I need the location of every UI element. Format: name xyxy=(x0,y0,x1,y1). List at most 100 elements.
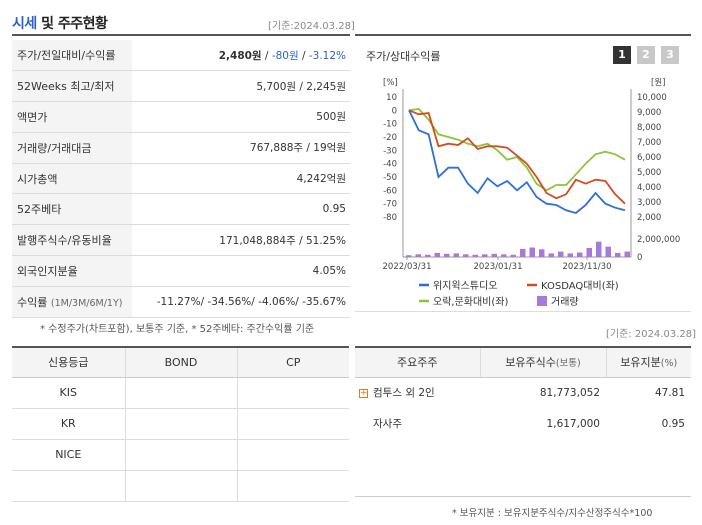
cp-rating xyxy=(237,377,349,409)
chart-title: 주가/상대수익률 xyxy=(366,50,441,63)
expand-icon[interactable]: + xyxy=(359,387,368,398)
footnote-2: * 보유지분 : 보유지분주식수/지수산정주식수*100 xyxy=(452,508,653,519)
quote-value: 171,048,884주 / 51.25% xyxy=(132,224,350,257)
volume-bar xyxy=(510,254,516,257)
quote-row: 수익률 (1M/3M/6M/1Y) -11.27%/ -34.56%/ -4.0… xyxy=(12,286,350,318)
credit-header: 신용등급 xyxy=(12,346,126,378)
credit-agency: NICE xyxy=(12,439,126,472)
volume-bar xyxy=(596,241,602,257)
volume-bar xyxy=(453,253,459,257)
holders-header: 보유주식수(보통) xyxy=(480,346,607,378)
volume-bar xyxy=(586,248,592,257)
y-tick-label: -80 xyxy=(383,213,397,223)
quote-label: 거래량/거래대금 xyxy=(12,132,132,164)
y-tick-label: -10 xyxy=(383,120,397,130)
volume-bar xyxy=(501,254,507,257)
table-row: KR xyxy=(12,408,349,440)
left-axis-unit: [%] xyxy=(383,78,398,88)
price-rate: -3.12% xyxy=(308,49,346,62)
credit-agency: KIS xyxy=(12,377,126,409)
volume-bar xyxy=(605,246,611,257)
cp-rating xyxy=(237,439,349,472)
quote-value: 5,700원 / 2,245원 xyxy=(132,70,350,103)
volume-bar xyxy=(624,251,630,257)
bond-rating xyxy=(125,470,238,503)
quote-row: 거래량/거래대금 767,888주 / 19억원 xyxy=(12,132,350,164)
y-tick-label: 0 xyxy=(392,106,397,116)
volume-bar xyxy=(463,254,469,257)
credit-agency xyxy=(12,470,126,503)
right-axis-unit: [원] xyxy=(651,78,665,88)
volume-bar xyxy=(434,252,440,257)
volume-bar xyxy=(472,254,478,257)
volume-bar xyxy=(482,254,488,257)
volume-bar xyxy=(577,252,583,257)
quote-label: 52Weeks 최고/최저 xyxy=(12,70,132,103)
table-row: NICE xyxy=(12,439,349,472)
quote-row: 발행주식수/유동비율 171,048,884주 / 51.25% xyxy=(12,224,350,257)
y2-tick-label: 7,000 xyxy=(637,138,661,148)
price-change: -80원 xyxy=(271,49,299,62)
volume-bar xyxy=(520,248,526,257)
quote-row: 외국인지분율 4.05% xyxy=(12,255,350,287)
quote-table: 주가/전일대비/수익률 2,480원 / -80원 / -3.12% 52Wee… xyxy=(12,40,350,318)
holder-name: + 컴투스 외 2인 xyxy=(359,387,435,400)
cp-rating xyxy=(237,408,349,440)
y2-tick-label: 10,000 xyxy=(637,93,667,103)
chart-tab-1[interactable]: 1 xyxy=(613,46,631,64)
chart-panel: 주가/상대수익률 1 2 3 [%] [원] 10 0 -10 -20 -30 -40 -50 -… xyxy=(355,34,691,312)
quote-label: 발행주식수/유동비율 xyxy=(12,224,132,257)
y2-tick-label: 2,000 xyxy=(637,213,661,223)
y-tick-label: -20 xyxy=(383,133,397,143)
base-date-2: [기준: 2024.03.28] xyxy=(606,329,697,340)
chart-tab-2[interactable]: 2 xyxy=(637,46,655,64)
base-date: [기준:2024.03.28] xyxy=(268,21,355,32)
y2-tick-label: 8,000 xyxy=(637,123,661,133)
y2-tick-label: 6,000 xyxy=(637,153,661,163)
series-line xyxy=(408,108,626,192)
y2-tick-label: 4,000 xyxy=(637,183,661,193)
quote-value: 767,888주 / 19억원 xyxy=(132,132,350,164)
volume-bar xyxy=(615,252,621,257)
series-line xyxy=(408,109,626,205)
y2-tick-label: 9,000 xyxy=(637,108,661,118)
footnote: * 수정주가(차트포함), 보통주 기준, * 52주베타: 주간수익률 기준 xyxy=(40,324,315,335)
y-tick-label: -40 xyxy=(383,160,397,170)
x-tick-label: 2023/01/31 xyxy=(474,262,523,272)
quote-label: 수익률 (1M/3M/6M/1Y) xyxy=(12,286,132,318)
table-row: 자사주 1,617,000 0.95 xyxy=(355,408,691,439)
quote-label: 액면가 xyxy=(12,101,132,133)
credit-table: 신용등급 BOND CP KIS KR NICE xyxy=(12,346,349,503)
legend-label: 거래량 xyxy=(551,296,579,308)
current-price: 2,480원 xyxy=(218,49,262,62)
quote-value: 4.05% xyxy=(132,255,350,287)
y-tick-label: -50 xyxy=(383,173,397,183)
divider xyxy=(355,496,691,497)
table-row: KIS xyxy=(12,377,349,409)
quote-label: 주가/전일대비/수익률 xyxy=(12,40,132,72)
volume-tick-label: 0 xyxy=(637,253,642,263)
price-value: 2,480원 / -80원 / -3.12% xyxy=(132,40,350,72)
credit-header: BOND xyxy=(125,346,238,378)
bond-rating xyxy=(125,408,238,440)
table-row: + 컴투스 외 2인 81,773,052 47.81 xyxy=(355,377,691,408)
shareholder-table: 주요주주 보유주식수(보통) 보유지분(%) + 컴투스 외 2인 81,773,… xyxy=(355,346,691,439)
y2-tick-label: 3,000 xyxy=(637,198,661,208)
divider xyxy=(12,34,350,36)
quote-value: 4,242억원 xyxy=(132,163,350,195)
section-title: 시세 및 주주현황 xyxy=(12,16,108,32)
x-tick-label: 2023/11/30 xyxy=(563,262,612,272)
table-row xyxy=(12,470,349,503)
legend-label: 위지윅스튜디오 xyxy=(433,279,497,292)
chart-tab-3[interactable]: 3 xyxy=(661,46,679,64)
quote-row: 주가/전일대비/수익률 2,480원 / -80원 / -3.12% xyxy=(12,40,350,72)
holder-shares: 81,773,052 xyxy=(539,386,600,399)
volume-bar xyxy=(539,249,545,257)
legend-label: 오락,문화대비(좌) xyxy=(433,296,508,308)
credit-agency: KR xyxy=(12,408,126,440)
quote-label: 시가총액 xyxy=(12,163,132,195)
volume-bar xyxy=(548,253,554,257)
quote-value: 500원 xyxy=(132,101,350,133)
quote-label: 외국인지분율 xyxy=(12,255,132,287)
quote-row: 52Weeks 최고/최저 5,700원 / 2,245원 xyxy=(12,70,350,103)
